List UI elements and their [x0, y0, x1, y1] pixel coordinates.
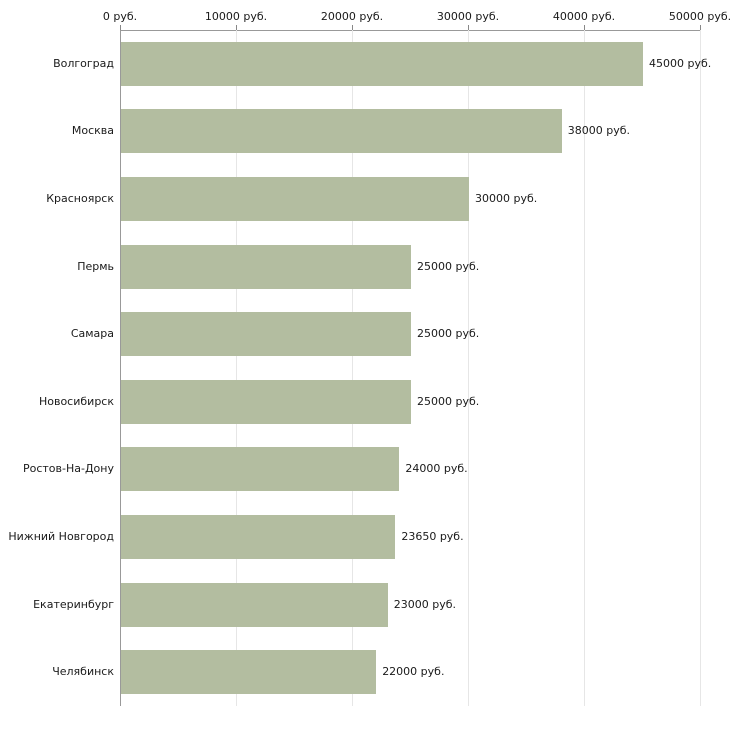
x-tick-label: 50000 руб.	[668, 10, 730, 23]
value-label: 22000 руб.	[382, 665, 445, 679]
bar-Нижний Новгород	[121, 515, 396, 559]
x-tick-label: 40000 руб.	[552, 10, 616, 23]
bar-Пермь	[121, 244, 411, 289]
x-tick-label: 20000 руб.	[320, 10, 384, 23]
category-label: Пермь	[77, 259, 114, 273]
x-tick-mark	[236, 25, 237, 30]
bar-Новосибирск	[121, 379, 411, 424]
x-tick-mark	[120, 25, 121, 30]
value-label: 25000 руб.	[417, 394, 480, 408]
value-label: 23000 руб.	[393, 597, 457, 611]
category-label: Самара	[70, 327, 114, 341]
bar-Самара	[121, 312, 411, 357]
x-tick-mark	[468, 25, 469, 30]
category-label: Красноярск	[46, 192, 114, 205]
value-label: 45000 руб.	[649, 56, 712, 70]
category-label: Екатеринбург	[33, 597, 114, 611]
category-label: Челябинск	[52, 665, 114, 679]
bar-Москва	[121, 109, 562, 154]
value-label: 23650 руб.	[401, 530, 464, 543]
x-tick-mark	[700, 25, 701, 30]
x-tick-label: 10000 руб.	[204, 10, 268, 23]
category-label: Ростов-На-Дону	[22, 462, 114, 476]
x-tick-label: 0 руб.	[102, 10, 138, 23]
bar-Ростов-На-Дону	[121, 447, 400, 492]
bar-Волгоград	[121, 41, 643, 86]
bar-Красноярск	[121, 177, 469, 221]
value-label: 24000 руб.	[405, 462, 468, 476]
gridline	[700, 30, 701, 706]
gridline	[236, 30, 237, 706]
gridline	[584, 30, 585, 706]
gridline	[352, 30, 353, 706]
value-label: 25000 руб.	[417, 259, 480, 273]
category-label: Нижний Новгород	[8, 530, 114, 543]
value-label: 25000 руб.	[417, 327, 480, 341]
x-axis-line	[120, 30, 700, 31]
x-tick-mark	[352, 25, 353, 30]
x-tick-label: 30000 руб.	[436, 10, 500, 23]
value-label: 38000 руб.	[567, 124, 631, 138]
bar-Челябинск	[121, 650, 377, 695]
x-tick-mark	[584, 25, 585, 30]
category-label: Волгоград	[53, 56, 114, 70]
category-label: Москва	[71, 124, 114, 138]
category-label: Новосибирск	[38, 394, 114, 408]
gridline	[468, 30, 469, 706]
value-label: 30000 руб.	[475, 192, 538, 205]
bar-Екатеринбург	[121, 582, 388, 627]
y-axis-line	[120, 30, 121, 706]
